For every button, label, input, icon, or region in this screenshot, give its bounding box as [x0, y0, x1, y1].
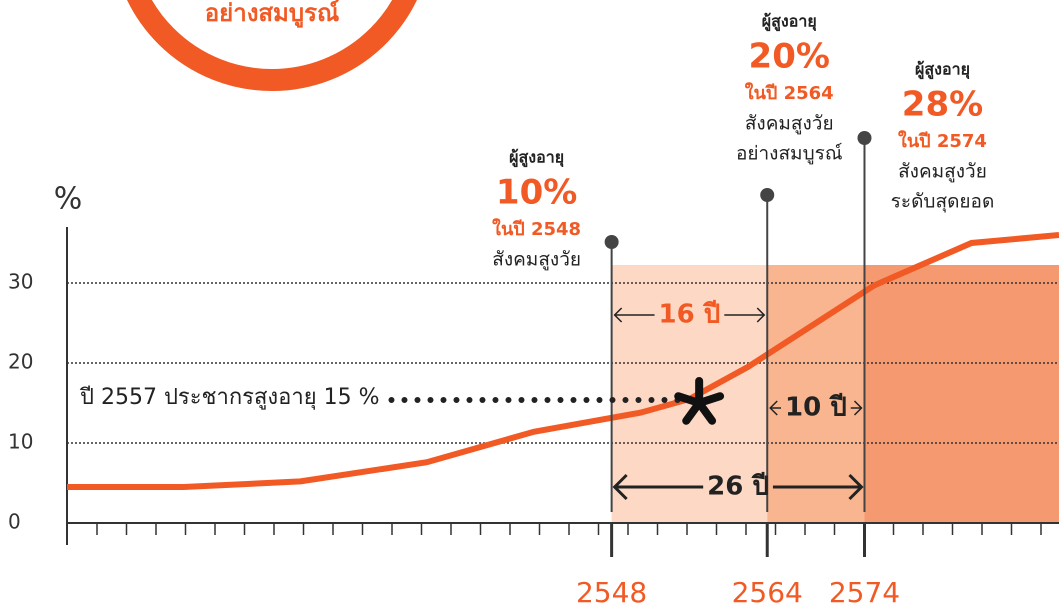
milestone-dot	[604, 235, 619, 249]
arrow-head	[756, 307, 766, 323]
period-band	[767, 265, 865, 523]
annotation-star	[674, 377, 725, 425]
data-line	[67, 232, 1059, 490]
span-label: 26 ปี	[707, 472, 769, 502]
period-band	[611, 265, 768, 523]
milestone-group: ผู้สูงอายุ	[762, 12, 817, 33]
milestone-desc: สังคมสูงวัย	[492, 249, 581, 271]
milestone-year: ในปี 2548	[492, 218, 581, 240]
milestone-group: ผู้สูงอายุ	[509, 148, 564, 169]
x-tick-label: 2574	[829, 576, 900, 609]
period-band	[864, 265, 1059, 523]
x-tick-label: 2564	[732, 576, 803, 609]
arrow-head	[613, 307, 623, 323]
arrow-head	[612, 473, 628, 501]
milestone-share: 10%	[496, 173, 577, 213]
arrow-head	[853, 400, 863, 416]
span-label: 16 ปี	[659, 300, 721, 330]
badge-ring	[127, 0, 417, 91]
y-axis-label: %	[54, 182, 83, 217]
milestone-year: ในปี 2564	[745, 82, 834, 104]
milestone-desc: อย่างสมบูรณ์	[736, 143, 843, 165]
y-tick-label: 10	[8, 430, 33, 454]
annotation-text: ปี 2557 ประชากรสูงอายุ 15 %	[79, 385, 380, 410]
badge-text: อย่างสมบูรณ์	[205, 0, 340, 28]
arrow-head	[769, 400, 778, 416]
milestone-dot	[760, 188, 775, 202]
arrow-head	[848, 473, 864, 501]
milestone-year: ในปี 2574	[898, 130, 987, 152]
x-tick-label: 2548	[576, 576, 647, 609]
milestone-share: 28%	[902, 85, 983, 125]
y-tick-label: 30	[8, 270, 33, 294]
milestone-desc: สังคมสูงวัย	[745, 113, 834, 135]
milestone-share: 20%	[749, 37, 830, 77]
y-tick-label: 20	[8, 350, 33, 374]
y-tick-label: 0	[8, 510, 21, 534]
span-label: 10 ปี	[785, 393, 847, 423]
milestone-desc: สังคมสูงวัย	[898, 161, 987, 183]
milestone-dot	[857, 131, 872, 145]
milestone-group: ผู้สูงอายุ	[915, 60, 970, 81]
milestone-desc: ระดับสุดยอด	[891, 191, 995, 214]
